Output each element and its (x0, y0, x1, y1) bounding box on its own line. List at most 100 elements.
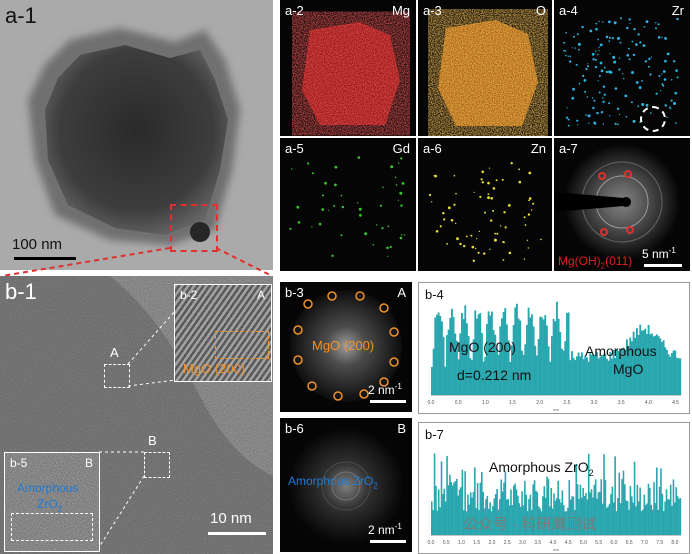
profile-bar (522, 354, 525, 395)
profile-bar (546, 325, 548, 395)
profile-bar (458, 489, 461, 535)
fft-spot-markers (293, 291, 399, 401)
profile-bar (436, 510, 439, 535)
eds-signal-dot (333, 205, 336, 207)
profile-bar (476, 318, 478, 395)
eds-signal-dot (364, 232, 368, 236)
profile-bar (576, 484, 579, 535)
region-b-label: B (148, 433, 157, 448)
x-tick-label: 3.0 (519, 540, 526, 546)
profile-bar (562, 505, 565, 535)
fft-rings-graphic (288, 428, 404, 544)
profile-bar (511, 505, 514, 535)
profile-bar (449, 474, 451, 535)
eds-signal-dot (669, 107, 672, 110)
eds-signal-dot (564, 50, 567, 52)
profile-bar (494, 494, 497, 535)
profile-bar (571, 351, 573, 395)
eds-signal-dot (593, 99, 596, 102)
eds-signal-dot (523, 216, 526, 219)
x-tick-label: 1.5 (509, 400, 516, 406)
profile-bar (492, 506, 494, 535)
eds-signal-dot (472, 259, 475, 262)
profile-bar (531, 314, 533, 395)
profile-bar (442, 336, 445, 395)
profile-bar (640, 511, 643, 535)
profile-bar (477, 314, 480, 395)
eds-signal-dot (631, 71, 634, 74)
eds-signal-dot (471, 245, 475, 249)
eds-signal-dot (578, 82, 581, 85)
eds-signal-dot (603, 66, 606, 69)
profile-bar (547, 346, 550, 395)
profile-bar (542, 319, 545, 395)
profile-bar (626, 501, 629, 535)
profile-bar (586, 357, 588, 395)
element-label: Mg (391, 3, 410, 18)
eds-signal-dot (628, 47, 630, 50)
profile-bar (554, 321, 557, 395)
lattice-fringes-graphic (175, 285, 271, 381)
profile-bar (612, 502, 615, 535)
profile-bar (451, 485, 454, 535)
eds-signal-dot (390, 165, 394, 169)
profile-bar (568, 480, 571, 535)
profile-bar (611, 486, 614, 535)
panel-a1-tem-image: a-1 100 nm (0, 0, 273, 270)
profile-bar (433, 453, 436, 535)
profile-bar (510, 489, 512, 535)
eds-signal-dot (639, 41, 642, 44)
profile-bar (479, 313, 482, 395)
profile-bar (582, 488, 584, 535)
profile-bar (486, 495, 489, 535)
profile-bar (542, 496, 544, 535)
profile-bar (672, 350, 675, 395)
eds-signal-dot (648, 65, 650, 68)
profile-bar (482, 361, 485, 395)
profile-bar (512, 485, 515, 535)
element-label: O (535, 3, 546, 18)
eds-signal-dot (657, 36, 661, 39)
profile-bar (564, 341, 567, 395)
profile-bar (519, 506, 522, 535)
profile-bar (592, 355, 595, 395)
profile-bar (476, 483, 479, 535)
eds-signal-dot (614, 122, 617, 125)
eds-signal-dot (400, 204, 403, 207)
profile-bar (603, 454, 605, 535)
profile-bar (678, 498, 680, 535)
scale-bar-label: 2 nm-1 (368, 382, 402, 397)
profile-bar (679, 358, 682, 395)
profile-bar (472, 339, 475, 395)
x-axis-label: nm (553, 407, 559, 412)
eds-signal-dot (662, 84, 665, 87)
profile-bar (651, 509, 654, 535)
eds-signal-dot (518, 168, 520, 171)
zn-map-graphic (428, 162, 542, 262)
profile-bar (483, 508, 486, 535)
eds-signal-dot (626, 54, 629, 57)
profile-bar (584, 355, 587, 395)
eds-signal-dot (597, 38, 599, 41)
eds-signal-dot (447, 206, 451, 210)
profile-bar (654, 335, 657, 395)
eds-signal-dot (502, 241, 505, 243)
panel-b3-fft: b-3 A MgO (200) 2 nm-1 (280, 282, 412, 412)
x-tick-label: 1.5 (473, 540, 480, 546)
eds-signal-dot (456, 237, 459, 241)
eds-signal-dot (574, 47, 576, 49)
x-tick-label: 0.0 (428, 540, 435, 546)
profile-bar (451, 308, 453, 395)
eds-signal-dot (439, 225, 442, 228)
profile-bar (589, 492, 591, 535)
profile-bar (626, 339, 628, 395)
eds-signal-dot (649, 73, 652, 76)
eds-signal-dot (638, 86, 642, 89)
profile-bar (574, 360, 577, 395)
profile-bar (597, 358, 600, 395)
profile-bar (615, 511, 618, 535)
eds-signal-dot (492, 209, 495, 212)
amorphous-annotation-line1: Amorphous (17, 481, 79, 495)
profile-bar (622, 347, 625, 395)
panel-a4-zr-map: a-4 Zr (554, 0, 690, 136)
